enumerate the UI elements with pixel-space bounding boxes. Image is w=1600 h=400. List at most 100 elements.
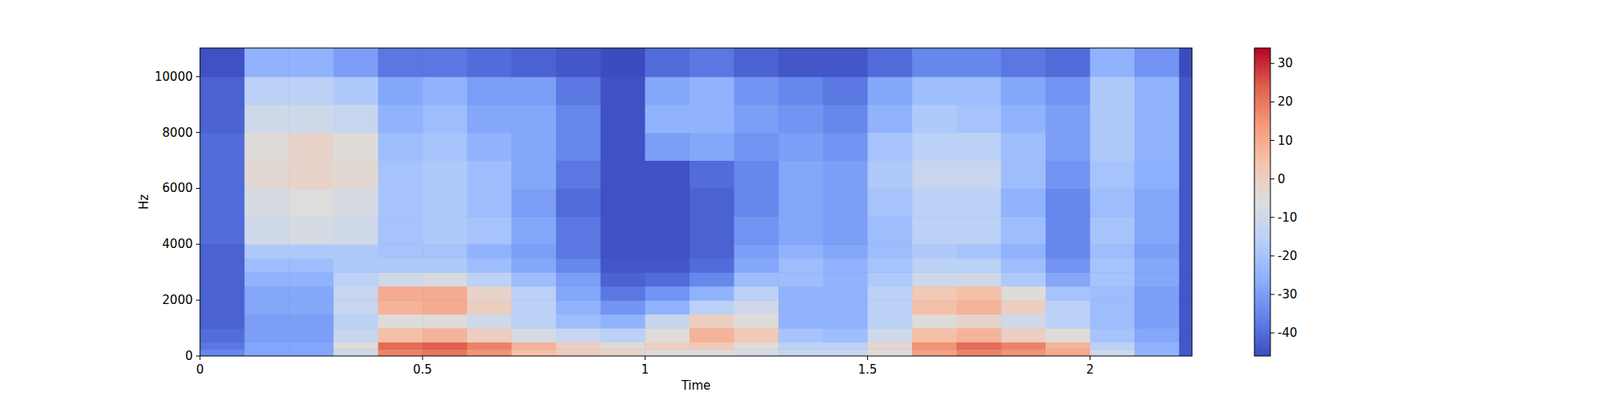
cell bbox=[288, 286, 334, 301]
cell bbox=[867, 160, 912, 189]
cell bbox=[556, 76, 601, 105]
cell bbox=[956, 314, 1002, 329]
cell bbox=[867, 314, 912, 329]
cell bbox=[912, 342, 957, 350]
cell bbox=[467, 286, 512, 301]
cell bbox=[511, 272, 556, 287]
cell bbox=[912, 216, 957, 244]
cell bbox=[556, 258, 601, 273]
cell bbox=[823, 300, 868, 315]
cell bbox=[689, 48, 735, 77]
cell bbox=[912, 132, 957, 161]
cell bbox=[867, 300, 912, 315]
cell bbox=[511, 132, 556, 161]
x-tick-label: 2 bbox=[1086, 362, 1095, 377]
cell bbox=[378, 48, 424, 77]
cell bbox=[867, 286, 912, 301]
cell bbox=[511, 160, 556, 189]
cell bbox=[511, 258, 556, 273]
plot-frame bbox=[200, 48, 1192, 356]
cell bbox=[378, 76, 424, 105]
cell bbox=[867, 188, 912, 216]
cell bbox=[1000, 160, 1046, 189]
cell bbox=[734, 286, 780, 301]
cell bbox=[734, 132, 780, 161]
cell bbox=[734, 258, 780, 273]
cell bbox=[333, 342, 379, 350]
cell bbox=[288, 160, 334, 189]
cell bbox=[778, 132, 824, 161]
colorbar-tick-label: 30 bbox=[1277, 56, 1293, 71]
cell bbox=[956, 328, 1002, 343]
cell bbox=[1090, 104, 1136, 133]
colorbar-tick bbox=[1270, 216, 1275, 218]
cell bbox=[1000, 314, 1046, 329]
cell bbox=[600, 76, 646, 105]
cell bbox=[1045, 188, 1091, 216]
cell bbox=[778, 76, 824, 105]
cell bbox=[778, 272, 824, 287]
cell bbox=[778, 188, 824, 216]
cell bbox=[333, 160, 379, 189]
cell bbox=[689, 160, 735, 189]
cell bbox=[467, 300, 512, 315]
cell bbox=[378, 286, 424, 301]
y-tick bbox=[196, 188, 200, 189]
cell bbox=[644, 300, 690, 315]
cell bbox=[1000, 342, 1046, 350]
y-tick-label: 2000 bbox=[162, 292, 193, 308]
cell bbox=[1000, 216, 1046, 244]
cell bbox=[1045, 286, 1091, 301]
cell bbox=[1179, 286, 1192, 301]
cell bbox=[200, 314, 245, 329]
cell bbox=[689, 258, 735, 273]
y-axis-label: Hz bbox=[136, 194, 152, 210]
cell bbox=[378, 328, 424, 343]
cell bbox=[912, 272, 957, 287]
colorbar-tick bbox=[1270, 332, 1275, 334]
cell bbox=[1090, 244, 1136, 259]
cell bbox=[778, 216, 824, 244]
cell bbox=[1045, 348, 1091, 356]
cell bbox=[689, 104, 735, 133]
cell bbox=[333, 328, 379, 343]
cell bbox=[778, 104, 824, 133]
cell bbox=[644, 342, 690, 350]
cell bbox=[867, 244, 912, 259]
cell bbox=[556, 160, 601, 189]
cell bbox=[1090, 300, 1136, 315]
cell bbox=[823, 160, 868, 189]
cell bbox=[689, 342, 735, 350]
cell bbox=[912, 48, 957, 77]
colorbar-tick bbox=[1270, 140, 1275, 141]
cell bbox=[1134, 314, 1180, 329]
cell bbox=[823, 104, 868, 133]
cell bbox=[1000, 132, 1046, 161]
cell bbox=[956, 160, 1002, 189]
cell bbox=[644, 104, 690, 133]
cell bbox=[1134, 76, 1180, 105]
cell bbox=[244, 314, 290, 329]
cell bbox=[378, 272, 424, 287]
cell bbox=[467, 348, 512, 356]
cell bbox=[778, 348, 824, 356]
cell bbox=[556, 314, 601, 329]
cell bbox=[1179, 342, 1192, 350]
cell bbox=[734, 244, 780, 259]
cell bbox=[511, 216, 556, 244]
cell bbox=[734, 104, 780, 133]
cell bbox=[288, 272, 334, 287]
cell bbox=[467, 188, 512, 216]
cell bbox=[600, 132, 646, 161]
cell bbox=[823, 342, 868, 350]
cell bbox=[1045, 160, 1091, 189]
cell bbox=[956, 48, 1002, 77]
cell bbox=[378, 258, 424, 273]
cell bbox=[823, 76, 868, 105]
cell bbox=[734, 314, 780, 329]
cell bbox=[912, 244, 957, 259]
cell bbox=[1045, 216, 1091, 244]
cell bbox=[200, 286, 245, 301]
cell bbox=[200, 48, 245, 77]
cell bbox=[1179, 244, 1192, 259]
